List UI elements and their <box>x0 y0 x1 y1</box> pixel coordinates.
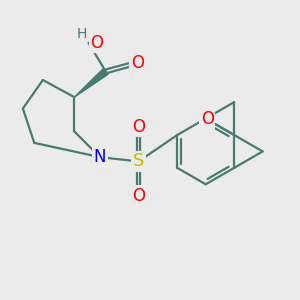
Text: O: O <box>132 187 145 205</box>
Text: O: O <box>130 54 144 72</box>
Text: H: H <box>77 27 87 40</box>
Polygon shape <box>74 69 108 97</box>
Text: N: N <box>94 148 106 166</box>
Text: O: O <box>132 118 145 136</box>
Text: O: O <box>90 34 103 52</box>
Text: S: S <box>133 152 144 170</box>
Text: O: O <box>201 110 214 128</box>
